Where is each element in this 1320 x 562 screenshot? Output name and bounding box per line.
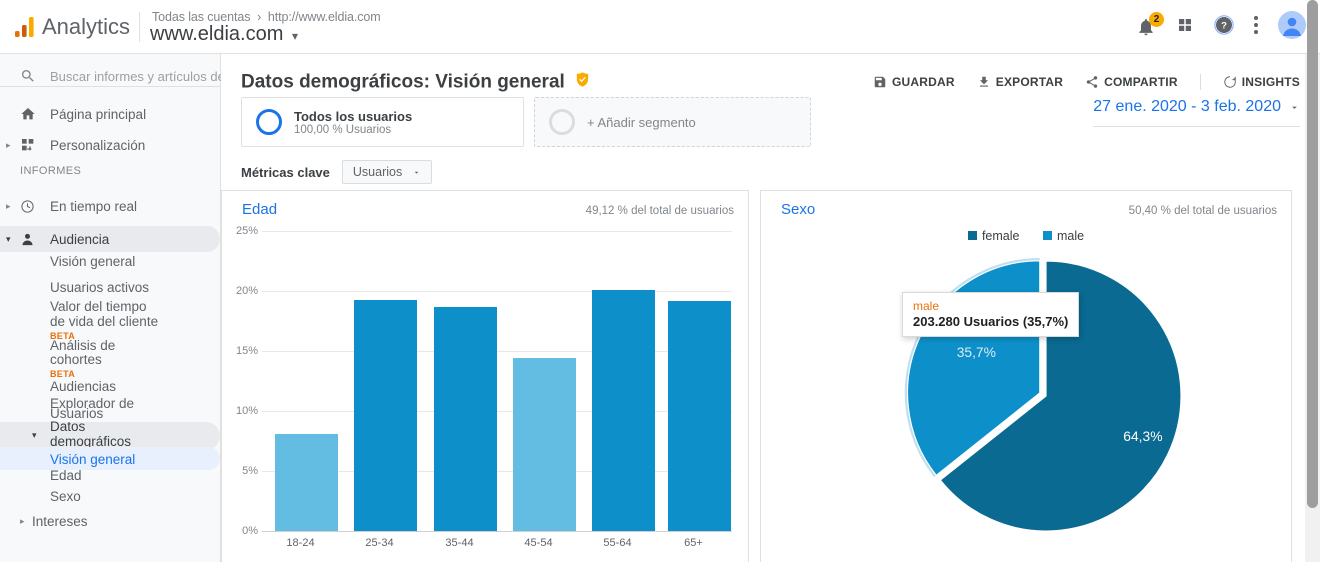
svg-text:35,7%: 35,7% — [957, 344, 996, 360]
svg-text:64,3%: 64,3% — [1123, 428, 1162, 444]
svg-text:?: ? — [1221, 20, 1227, 31]
